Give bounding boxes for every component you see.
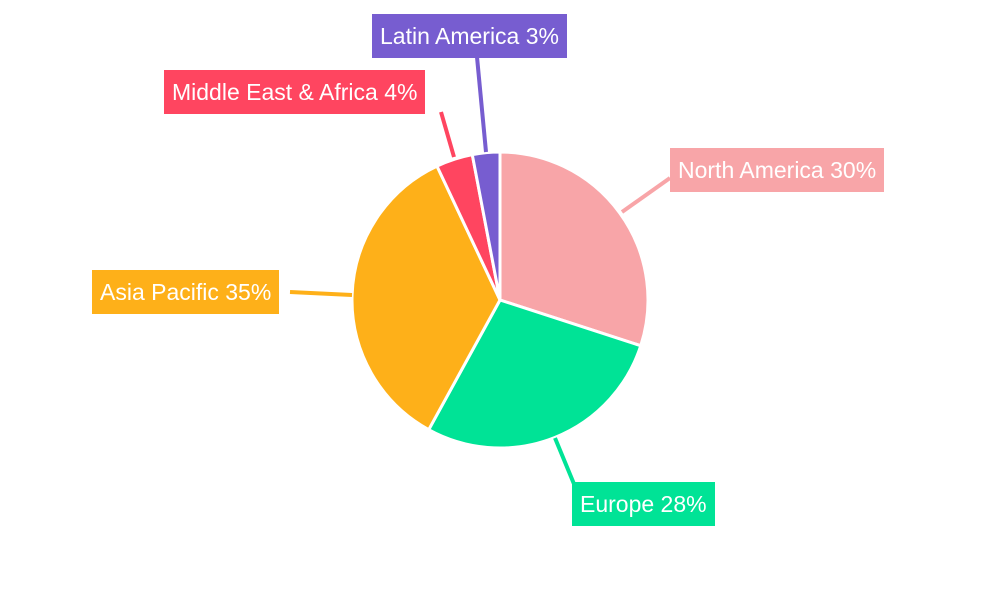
slice-europe — [426, 298, 643, 450]
label-middle-east-africa: Middle East & Africa 4% — [164, 70, 426, 114]
pie-slices — [350, 150, 650, 450]
leader-mea — [439, 111, 456, 158]
label-north-america: North America 30% — [670, 148, 885, 192]
label-latin-america: Latin America 3% — [372, 14, 567, 58]
leader-north-america — [620, 176, 672, 214]
slice-latin-america — [470, 150, 502, 301]
label-asia-pacific: Asia Pacific 35% — [92, 270, 280, 314]
label-europe: Europe 28% — [572, 482, 715, 526]
leader-asia-pacific — [289, 290, 353, 297]
slice-north-america — [498, 150, 650, 348]
leader-lines — [289, 56, 672, 485]
slice-asia-pacific — [350, 164, 502, 432]
leader-europe — [553, 437, 576, 485]
leader-latam — [475, 56, 488, 153]
